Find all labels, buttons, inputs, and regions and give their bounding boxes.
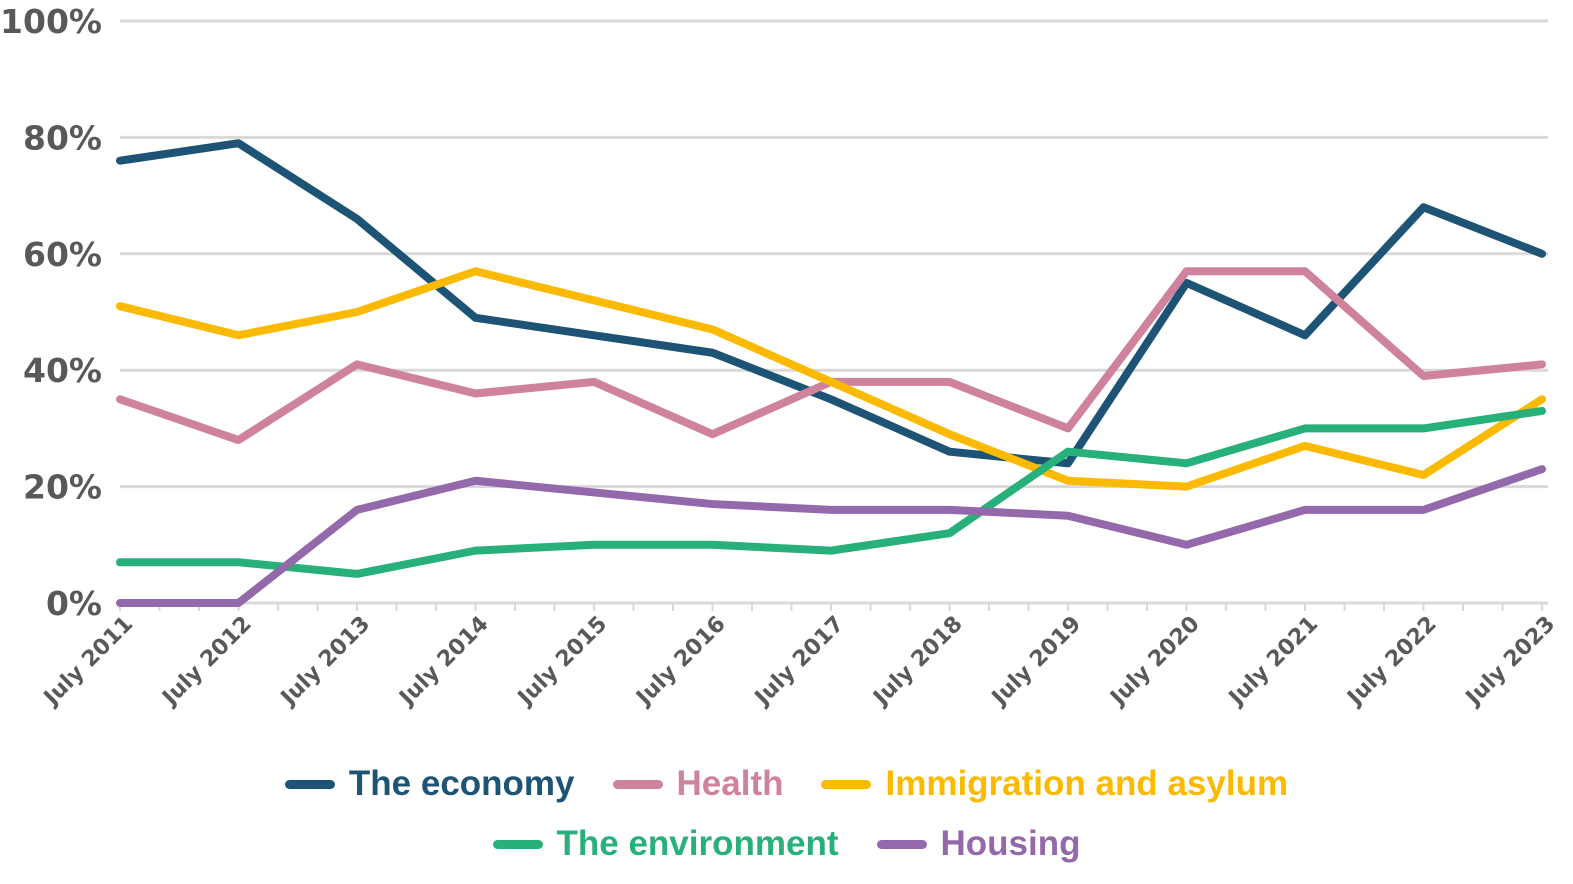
x-tick-label: July 2018 — [868, 612, 968, 712]
x-axis — [119, 601, 1548, 611]
legend-item: Immigration and asylum — [821, 764, 1288, 804]
legend-item: Health — [612, 764, 784, 804]
series-line-immigration-and-asylum — [116, 267, 1546, 491]
y-tick-label: 60% — [23, 235, 102, 274]
legend-item: Housing — [876, 824, 1081, 864]
series-lines — [116, 139, 1546, 607]
legend-item: The environment — [492, 824, 839, 864]
legend-label: Health — [676, 764, 784, 803]
x-tick-label: July 2017 — [749, 612, 849, 712]
x-tick-label: July 2014 — [394, 612, 494, 712]
legend-swatch-icon — [612, 779, 663, 789]
legend-swatch-icon — [821, 779, 872, 789]
series-line-health — [116, 267, 1546, 445]
legend-swatch-icon — [492, 839, 543, 849]
legend-label: Housing — [940, 824, 1081, 863]
legend-swatch-icon — [876, 839, 927, 849]
legend-row: The economy Health Immigration and asylum — [0, 764, 1573, 804]
series-line-the-environment — [116, 406, 1546, 578]
y-tick-label: 40% — [23, 351, 102, 390]
gridlines — [120, 19, 1548, 489]
x-tick-label: July 2020 — [1105, 612, 1205, 712]
y-tick-label: 0% — [46, 584, 102, 623]
x-tick-label: July 2023 — [1460, 612, 1560, 712]
x-tick-label: July 2019 — [986, 612, 1086, 712]
x-tick-label: July 2016 — [631, 612, 731, 712]
y-tick-label: 80% — [23, 118, 102, 157]
y-tick-label: 20% — [23, 468, 102, 507]
x-tick-label: July 2021 — [1223, 612, 1323, 712]
legend-swatch-icon — [284, 779, 335, 789]
x-tick-label: July 2022 — [1342, 612, 1442, 712]
x-tick-label: July 2012 — [157, 612, 257, 712]
legend-row: The environment Housing — [0, 824, 1573, 864]
x-tick-label: July 2015 — [512, 612, 612, 712]
series-line-housing — [116, 465, 1546, 607]
x-tick-label: July 2011 — [38, 612, 138, 712]
legend-item: The economy — [284, 764, 575, 804]
x-tick-label: July 2013 — [275, 612, 375, 712]
legend-label: The economy — [348, 764, 575, 803]
legend-label: Immigration and asylum — [885, 764, 1289, 803]
y-tick-label: 100% — [0, 2, 102, 41]
x-axis-ticks: July 2011 July 2012 July 2013 July 2014 July… — [38, 612, 1560, 712]
legend-label: The environment — [556, 824, 839, 863]
series-line-the-economy — [116, 139, 1546, 468]
y-axis-ticks: 0% 20% 40% 60% 80% 100% — [0, 2, 102, 623]
